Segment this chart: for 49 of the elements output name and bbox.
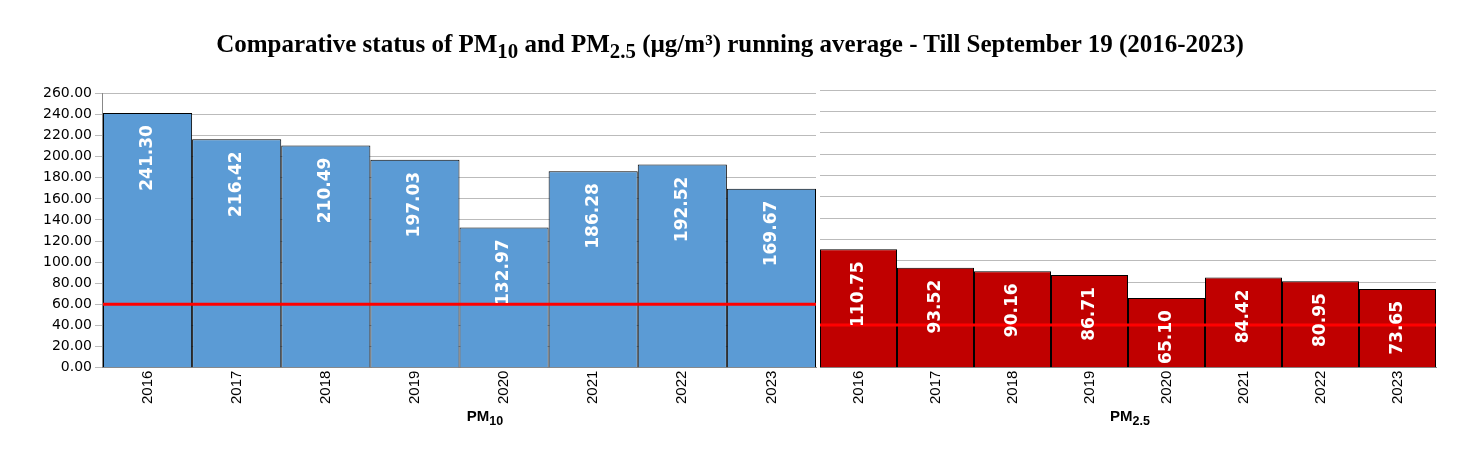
x-tick-label: 2022 [672,370,690,405]
data-label: 93.52 [923,279,944,334]
x-tick-label: 2016 [137,370,155,405]
data-label: 210.49 [314,157,335,224]
y-tick-label: 100.00 [42,252,92,269]
x-tick-label: 2017 [226,370,244,405]
y-tick-label: 40.00 [51,316,92,333]
data-label: 186.28 [581,183,602,249]
y-tick-label: 180.00 [42,168,92,185]
data-label: 110.75 [846,261,867,327]
data-label: 197.03 [403,171,424,238]
chart-title: Comparative status of PM$_{10}$ and PM$_{2.5}$ (µg/m³) running average - Till September 19 (2016-2023) [215,30,1245,64]
x-tick-label: 2020 [1156,370,1174,405]
x-axis-title: PM$_{2.5}$ [1109,407,1151,428]
data-label: 80.95 [1308,293,1329,347]
data-label: 73.65 [1385,300,1406,355]
x-tick-label: 2023 [761,370,779,405]
data-label: 241.30 [135,124,156,191]
data-label: 86.71 [1077,287,1098,341]
y-tick-label: 140.00 [42,210,92,227]
y-tick-label: 260.00 [42,84,92,101]
x-tick-label: 2021 [583,370,601,405]
data-label: 90.16 [1000,283,1021,338]
x-tick-label: 2019 [1079,370,1097,405]
y-tick-label: 220.00 [42,126,92,143]
x-tick-label: 2021 [1233,370,1251,405]
x-tick-label: 2018 [315,370,333,405]
data-label: 216.42 [225,151,246,217]
y-tick-label: 20.00 [51,337,92,354]
data-label: 192.52 [670,176,691,243]
x-tick-label: 2023 [1387,370,1405,405]
x-tick-label: 2018 [1002,370,1020,405]
x-tick-label: 2016 [848,370,866,405]
y-tick-label: 60.00 [51,294,92,311]
data-label: 65.10 [1154,309,1175,364]
y-tick-label: 240.00 [42,105,92,122]
y-tick-label: 80.00 [51,273,92,290]
x-tick-label: 2022 [1310,370,1328,405]
y-tick-label: 200.00 [42,147,92,164]
x-tick-label: 2017 [925,370,943,405]
y-tick-label: 0.00 [60,358,92,375]
x-axis-title: PM$_{10}$ [465,407,505,428]
data-label: 169.67 [759,200,780,267]
data-label: 84.42 [1231,289,1252,344]
data-label: 132.97 [492,239,513,305]
y-tick-label: 120.00 [42,231,92,248]
x-tick-label: 2019 [405,370,423,405]
x-tick-label: 2020 [494,370,512,405]
y-tick-label: 160.00 [42,189,92,206]
